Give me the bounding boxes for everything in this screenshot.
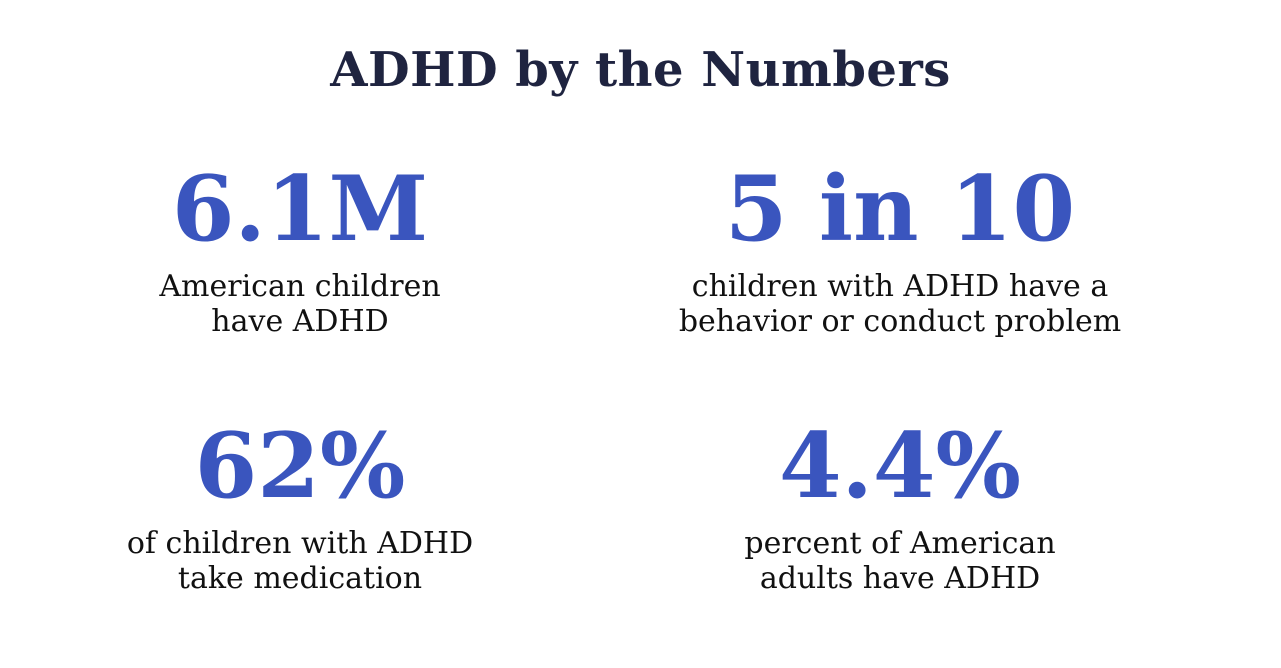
stat-caption: of children with ADHD take medication: [0, 526, 600, 596]
stat-caption-line: American children: [159, 269, 441, 304]
stat-caption-line: have ADHD: [211, 303, 389, 339]
stat-caption: percent of American adults have ADHD: [600, 526, 1200, 596]
stat-caption-line: behavior or conduct problem: [678, 303, 1122, 339]
stat-caption-line: of children with ADHD: [126, 526, 474, 561]
stats-grid: 6.1M American children have ADHD 5 in 10…: [0, 164, 1200, 596]
stat-card-take-medication: 62% of children with ADHD take medicatio…: [0, 421, 600, 596]
stat-value: 6.1M: [171, 156, 429, 262]
stat-caption-line: adults have ADHD: [759, 560, 1041, 596]
stat-card-adults-with-adhd: 4.4% percent of American adults have ADH…: [600, 421, 1200, 596]
stat-caption: American children have ADHD: [0, 269, 600, 339]
stat-card-behavior-problem: 5 in 10 children with ADHD have a behavi…: [600, 164, 1200, 339]
stat-card-children-with-adhd: 6.1M American children have ADHD: [0, 164, 600, 339]
stat-value: 62%: [194, 413, 406, 519]
stat-caption-line: take medication: [177, 560, 423, 596]
stat-value: 5 in 10: [724, 156, 1076, 262]
stat-caption-line: percent of American: [744, 526, 1056, 561]
stat-caption-line: children with ADHD have a: [691, 269, 1109, 304]
stat-caption: children with ADHD have a behavior or co…: [600, 269, 1200, 339]
page-title: ADHD by the Numbers: [330, 42, 951, 98]
stat-value: 4.4%: [778, 413, 1022, 519]
